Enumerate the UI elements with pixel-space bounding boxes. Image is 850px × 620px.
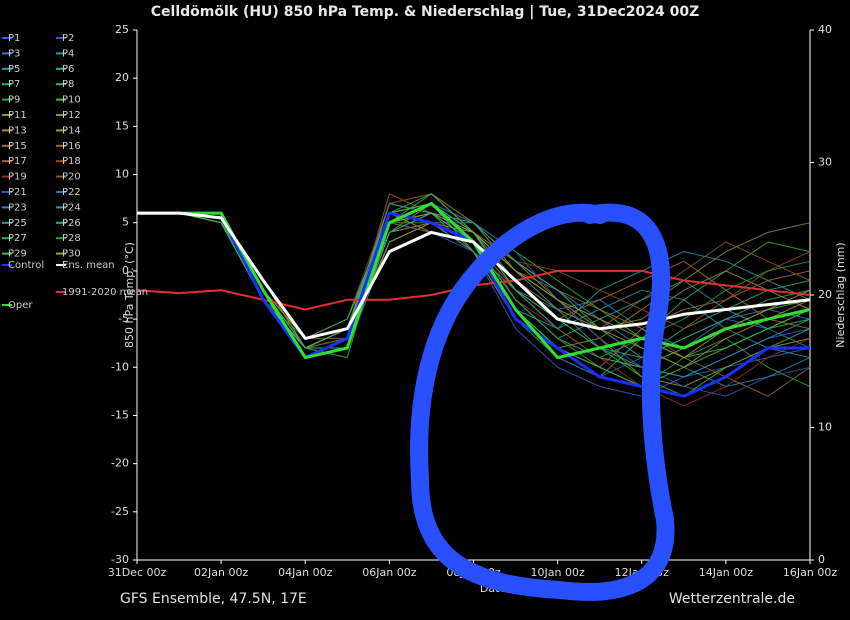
legend-label: Ens. mean xyxy=(62,260,115,271)
legend-label: P21 xyxy=(8,187,27,198)
legend-label: P6 xyxy=(62,64,74,75)
x-tick-label: 31Dec 00z xyxy=(108,566,167,579)
legend-label: P26 xyxy=(62,218,81,229)
x-tick-label: 02Jan 00z xyxy=(194,566,248,579)
source: GFS Ensemble, 47.5N, 17E xyxy=(120,591,307,607)
legend-label: P14 xyxy=(62,125,81,136)
hand-drawn-circle xyxy=(410,203,675,601)
legend-label: P18 xyxy=(62,156,81,167)
legend-label: P27 xyxy=(8,233,27,244)
legend-label: P11 xyxy=(8,110,27,121)
legend-label: P9 xyxy=(8,95,20,106)
legend-label: P3 xyxy=(8,48,20,59)
x-tick-label: 10Jan 00z xyxy=(531,566,585,579)
legend-label: P8 xyxy=(62,79,74,90)
legend-label: P23 xyxy=(8,202,27,213)
y2-tick-label: 20 xyxy=(818,288,832,301)
legend-label: P19 xyxy=(8,172,27,183)
legend-label: P16 xyxy=(62,141,81,152)
y2-tick-label: 30 xyxy=(818,156,832,169)
legend-label: 1991-2020 mean xyxy=(62,287,148,298)
series-line xyxy=(137,193,811,407)
y-tick-label: -10 xyxy=(111,360,129,373)
series-line xyxy=(137,212,811,368)
x-tick-label: 14Jan 00z xyxy=(699,566,753,579)
legend-label: P22 xyxy=(62,187,81,198)
series-line xyxy=(137,203,811,378)
chart-title: Celldömölk (HU) 850 hPa Temp. & Niedersc… xyxy=(151,4,700,20)
legend-label: P10 xyxy=(62,95,81,106)
x-tick-label: 06Jan 00z xyxy=(362,566,416,579)
legend-label: P15 xyxy=(8,141,27,152)
legend-label: Oper xyxy=(8,300,33,311)
series-line xyxy=(137,212,811,387)
legend-label: P20 xyxy=(62,172,81,183)
series-line xyxy=(137,212,811,387)
y-tick-label: 10 xyxy=(115,168,129,181)
y-tick-label: 5 xyxy=(122,216,129,229)
y-tick-label: 15 xyxy=(115,119,129,132)
legend-label: P1 xyxy=(8,33,20,44)
credit: Wetterzentrale.de xyxy=(669,591,795,607)
y-tick-label: 25 xyxy=(115,23,129,36)
y-tick-label: -30 xyxy=(111,553,129,566)
y2-tick-label: 40 xyxy=(818,23,832,36)
legend-label: Control xyxy=(8,260,44,271)
legend-label: P29 xyxy=(8,249,27,260)
series-line xyxy=(137,212,811,368)
legend-label: P25 xyxy=(8,218,27,229)
y-tick-label: -20 xyxy=(111,457,129,470)
legend-label: P13 xyxy=(8,125,27,136)
y-axis-label: 850 hPa Temp. (°C) xyxy=(123,242,136,348)
x-tick-label: 04Jan 00z xyxy=(278,566,332,579)
y2-axis-label: Niederschlag (mm) xyxy=(834,242,847,347)
y-tick-label: 0 xyxy=(122,264,129,277)
legend-label: P2 xyxy=(62,33,74,44)
legend-label: P4 xyxy=(62,48,74,59)
y-tick-label: -25 xyxy=(111,505,129,518)
series-line xyxy=(137,211,811,340)
legend-label: P28 xyxy=(62,233,81,244)
y2-tick-label: 0 xyxy=(818,553,825,566)
y2-tick-label: 10 xyxy=(818,421,832,434)
y-tick-label: 20 xyxy=(115,71,129,84)
legend-label: P30 xyxy=(62,249,81,260)
legend-label: P5 xyxy=(8,64,20,75)
legend-label: P24 xyxy=(62,202,81,213)
plot: -30 -25 -20 -15 -10 -5 0 5 10 15 20 25 0 10 20 30 40 31De… xyxy=(108,23,838,579)
legend-label: P7 xyxy=(8,79,20,90)
x-tick-label: 16Jan 00z xyxy=(783,566,837,579)
y-tick-label: -15 xyxy=(111,408,129,421)
series-line xyxy=(137,212,811,387)
y-tick-label: -5 xyxy=(118,312,129,325)
legend-label: P17 xyxy=(8,156,27,167)
legend-label: P12 xyxy=(62,110,81,121)
